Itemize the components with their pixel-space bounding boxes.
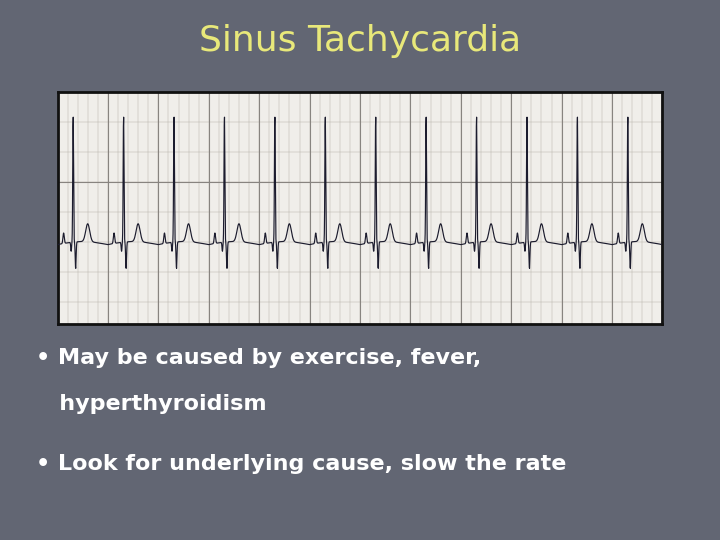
- Text: hyperthyroidism: hyperthyroidism: [36, 394, 266, 414]
- Text: • Look for underlying cause, slow the rate: • Look for underlying cause, slow the ra…: [36, 454, 567, 474]
- Text: • May be caused by exercise, fever,: • May be caused by exercise, fever,: [36, 348, 481, 368]
- Text: Sinus Tachycardia: Sinus Tachycardia: [199, 24, 521, 58]
